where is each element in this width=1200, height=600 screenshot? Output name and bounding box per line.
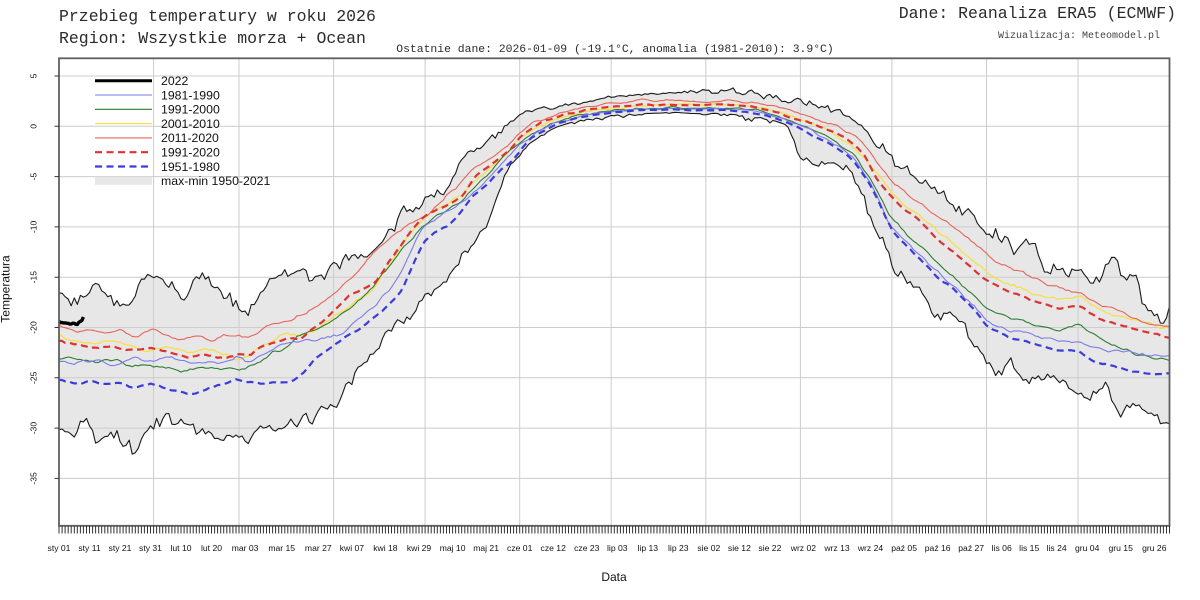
svg-text:gru 04: gru 04 [1075, 543, 1100, 553]
svg-text:sty 11: sty 11 [78, 543, 101, 553]
svg-text:Temperatura: Temperatura [0, 255, 13, 323]
svg-text:lip 03: lip 03 [607, 543, 628, 553]
svg-text:mar 15: mar 15 [268, 543, 295, 553]
svg-text:cze 12: cze 12 [541, 543, 567, 553]
svg-text:lis 06: lis 06 [992, 543, 1012, 553]
svg-text:sty 31: sty 31 [139, 543, 162, 553]
svg-text:paź 16: paź 16 [925, 543, 951, 553]
svg-text:maj 10: maj 10 [440, 543, 466, 553]
svg-text:Ostatnie dane: 2026-01-09 (-19: Ostatnie dane: 2026-01-09 (-19.1°C, anom… [396, 44, 833, 56]
svg-text:-5: -5 [29, 173, 39, 181]
svg-text:mar 27: mar 27 [305, 543, 332, 553]
svg-text:-15: -15 [29, 271, 39, 284]
svg-text:1991-2020: 1991-2020 [161, 146, 220, 160]
svg-text:lis 24: lis 24 [1047, 543, 1067, 553]
svg-text:sie 12: sie 12 [728, 543, 751, 553]
svg-text:kwi 29: kwi 29 [407, 543, 432, 553]
svg-text:0: 0 [29, 124, 39, 129]
svg-text:kwi 07: kwi 07 [340, 543, 365, 553]
svg-text:mar 03: mar 03 [232, 543, 259, 553]
svg-text:paź 27: paź 27 [958, 543, 984, 553]
svg-text:Przebieg temperatury w roku 20: Przebieg temperatury w roku 2026 [59, 7, 376, 26]
svg-text:-35: -35 [29, 472, 39, 485]
svg-text:cze 23: cze 23 [574, 543, 600, 553]
svg-text:wrz 24: wrz 24 [857, 543, 884, 553]
svg-text:lis 15: lis 15 [1019, 543, 1039, 553]
svg-text:lip 23: lip 23 [668, 543, 689, 553]
svg-text:maj 21: maj 21 [473, 543, 499, 553]
svg-text:Dane: Reanaliza ERA5 (ECMWF): Dane: Reanaliza ERA5 (ECMWF) [899, 4, 1176, 23]
svg-text:cze 01: cze 01 [507, 543, 533, 553]
svg-text:wrz 02: wrz 02 [790, 543, 817, 553]
svg-text:Data: Data [601, 570, 627, 584]
svg-text:1951-1980: 1951-1980 [161, 160, 220, 174]
svg-text:gru 26: gru 26 [1142, 543, 1167, 553]
svg-text:-20: -20 [29, 321, 39, 334]
svg-text:sie 02: sie 02 [697, 543, 720, 553]
svg-text:lip 13: lip 13 [638, 543, 659, 553]
svg-text:-10: -10 [29, 220, 39, 233]
svg-text:1991-2000: 1991-2000 [161, 103, 220, 117]
svg-text:sty 21: sty 21 [109, 543, 132, 553]
svg-text:1981-1990: 1981-1990 [161, 88, 220, 102]
svg-text:2011-2020: 2011-2020 [161, 131, 219, 145]
svg-text:paź 05: paź 05 [891, 543, 917, 553]
svg-text:lut 10: lut 10 [170, 543, 191, 553]
svg-text:-25: -25 [29, 371, 39, 384]
svg-text:-30: -30 [29, 422, 39, 435]
svg-text:Wizualizacja: Meteomodel.pl: Wizualizacja: Meteomodel.pl [998, 30, 1160, 42]
svg-text:sty 01: sty 01 [48, 543, 71, 553]
svg-text:sie 22: sie 22 [758, 543, 781, 553]
svg-text:2022: 2022 [161, 74, 189, 88]
svg-text:2001-2010: 2001-2010 [161, 117, 220, 131]
svg-text:kwi 18: kwi 18 [373, 543, 398, 553]
svg-text:gru 15: gru 15 [1109, 543, 1134, 553]
svg-text:wrz 13: wrz 13 [823, 543, 850, 553]
svg-text:lut 20: lut 20 [201, 543, 222, 553]
svg-text:max-min 1950-2021: max-min 1950-2021 [161, 174, 271, 188]
svg-text:Region: Wszystkie morza + Ocea: Region: Wszystkie morza + Ocean [59, 29, 366, 48]
svg-text:5: 5 [29, 73, 39, 78]
